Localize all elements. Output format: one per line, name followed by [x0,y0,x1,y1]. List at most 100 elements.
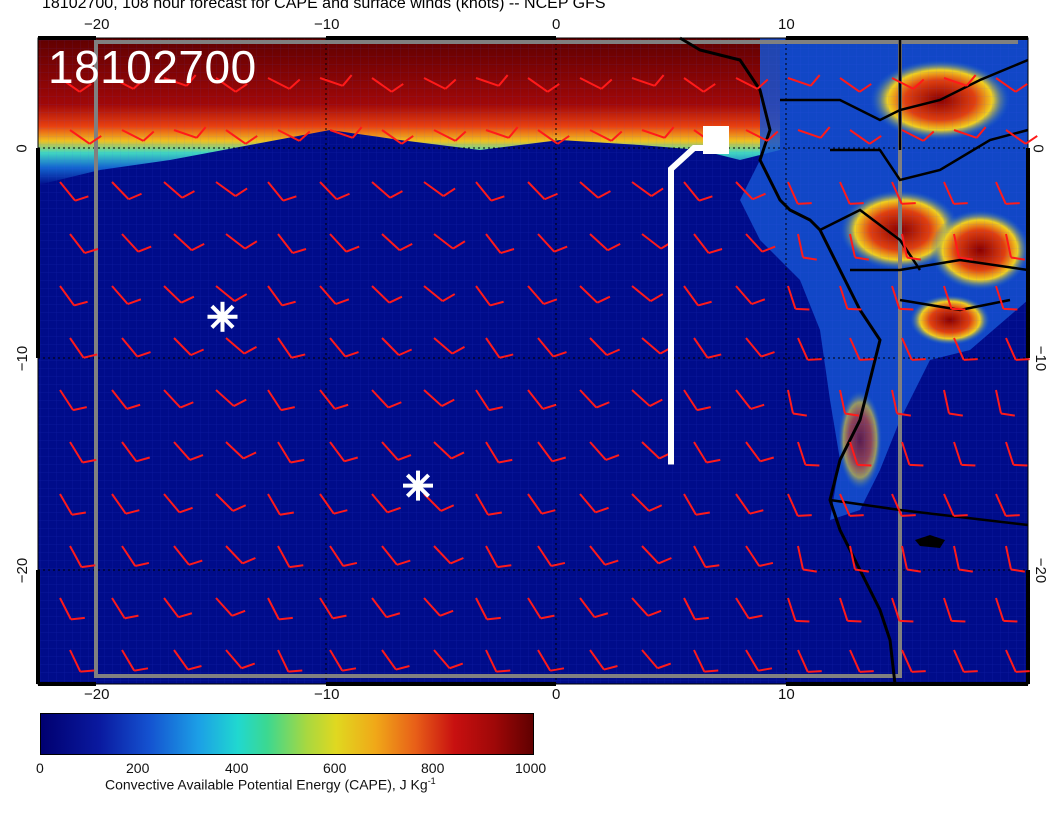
wind-barb [163,74,197,87]
wind-barb [995,77,1028,93]
wind-barb [797,545,817,573]
wind-barb [537,129,570,145]
lat-tick-right: −10 [1032,345,1050,372]
wind-barb [485,441,513,464]
wind-barb [215,597,246,617]
wind-barb [693,649,719,673]
wind-barbs [59,74,1038,673]
wind-barb [787,74,821,87]
wind-barb [329,649,357,672]
wind-barb [953,441,976,467]
wind-barb [111,597,139,620]
wind-barb [797,233,817,261]
wind-barb [901,129,935,142]
wind-barb [319,597,347,620]
wind-barb [891,77,925,90]
wind-barb [433,545,464,565]
wind-barb [485,126,519,139]
wind-barb [683,285,712,307]
wind-barb [589,233,621,252]
wind-barb [475,181,505,202]
wind-barb [683,77,716,93]
wind-barb [329,545,358,567]
axis-tick-bars [36,36,1030,686]
wind-barb [943,285,966,311]
wind-barb [267,389,295,412]
wind-barb [371,493,401,514]
wind-barb [527,389,557,410]
wind-barb [683,493,710,516]
wind-barb [901,233,921,261]
wind-barb [381,337,413,357]
wind-barb [891,285,914,311]
wind-barb [475,389,503,412]
wind-barb [1005,545,1025,573]
wind-barb [537,233,568,253]
wind-barb [121,649,149,672]
wind-barb [59,285,88,307]
lat-tick-right: −20 [1032,557,1050,584]
wind-barb [225,233,258,250]
wind-barb [121,129,155,142]
map-panel [36,36,1038,686]
wind-barb [475,74,509,87]
colorbar-tick: 200 [126,760,150,776]
page-title: 18102700, 108 hour forecast for CAPE and… [42,0,606,12]
wind-barb [641,126,675,139]
wind-barb [745,129,779,142]
wind-barb [267,493,294,516]
wind-barb [589,649,618,671]
wind-barb [267,597,293,621]
wind-barb [693,441,721,464]
wind-barb [891,389,911,417]
wind-barb [69,649,95,673]
wind-barb [381,649,410,671]
wind-barb [319,181,350,201]
colorbar-tick: 800 [421,760,445,776]
wind-barb [267,181,297,202]
wind-barb [163,285,195,304]
wind-barb [277,545,304,569]
wind-barb [641,545,672,565]
wind-barb [173,233,205,252]
wind-barb [433,441,465,460]
asterisk-marker [207,301,238,332]
wind-barb [849,129,882,145]
wind-barb [589,545,619,566]
wind-barb [745,233,776,253]
wind-barb [277,441,305,464]
overlay-markers [207,126,729,501]
wind-barb [839,285,862,311]
wind-barb [579,389,610,409]
wind-barb [745,545,774,567]
lon-tick-bottom: −10 [314,686,340,703]
wind-barb [319,74,353,87]
wind-barb [1005,129,1038,145]
wind-barb [475,493,502,516]
wind-barb [111,285,142,306]
wind-barb [433,129,467,142]
lat-tick-right: 0 [1029,144,1047,153]
wind-barb [1005,649,1030,673]
wind-barb [163,493,193,514]
wind-barb [735,493,764,515]
wind-barb [787,181,812,205]
wind-barb [943,181,968,205]
wind-barb [589,337,621,357]
wind-barb [995,597,1018,623]
wind-barb [225,441,257,460]
colorbar [40,713,534,755]
wind-barb [59,389,87,412]
wind-barb [891,597,914,623]
wind-barb [59,493,86,516]
wind-barb [319,389,349,410]
wind-barb [849,233,869,261]
wind-barb [735,389,765,410]
wind-barb [735,597,763,620]
wind-barb [745,337,775,358]
wind-barb [485,649,511,673]
wind-barb [953,649,978,673]
wind-barb [735,181,766,201]
wind-barb [839,181,864,205]
wind-barb [589,441,620,461]
